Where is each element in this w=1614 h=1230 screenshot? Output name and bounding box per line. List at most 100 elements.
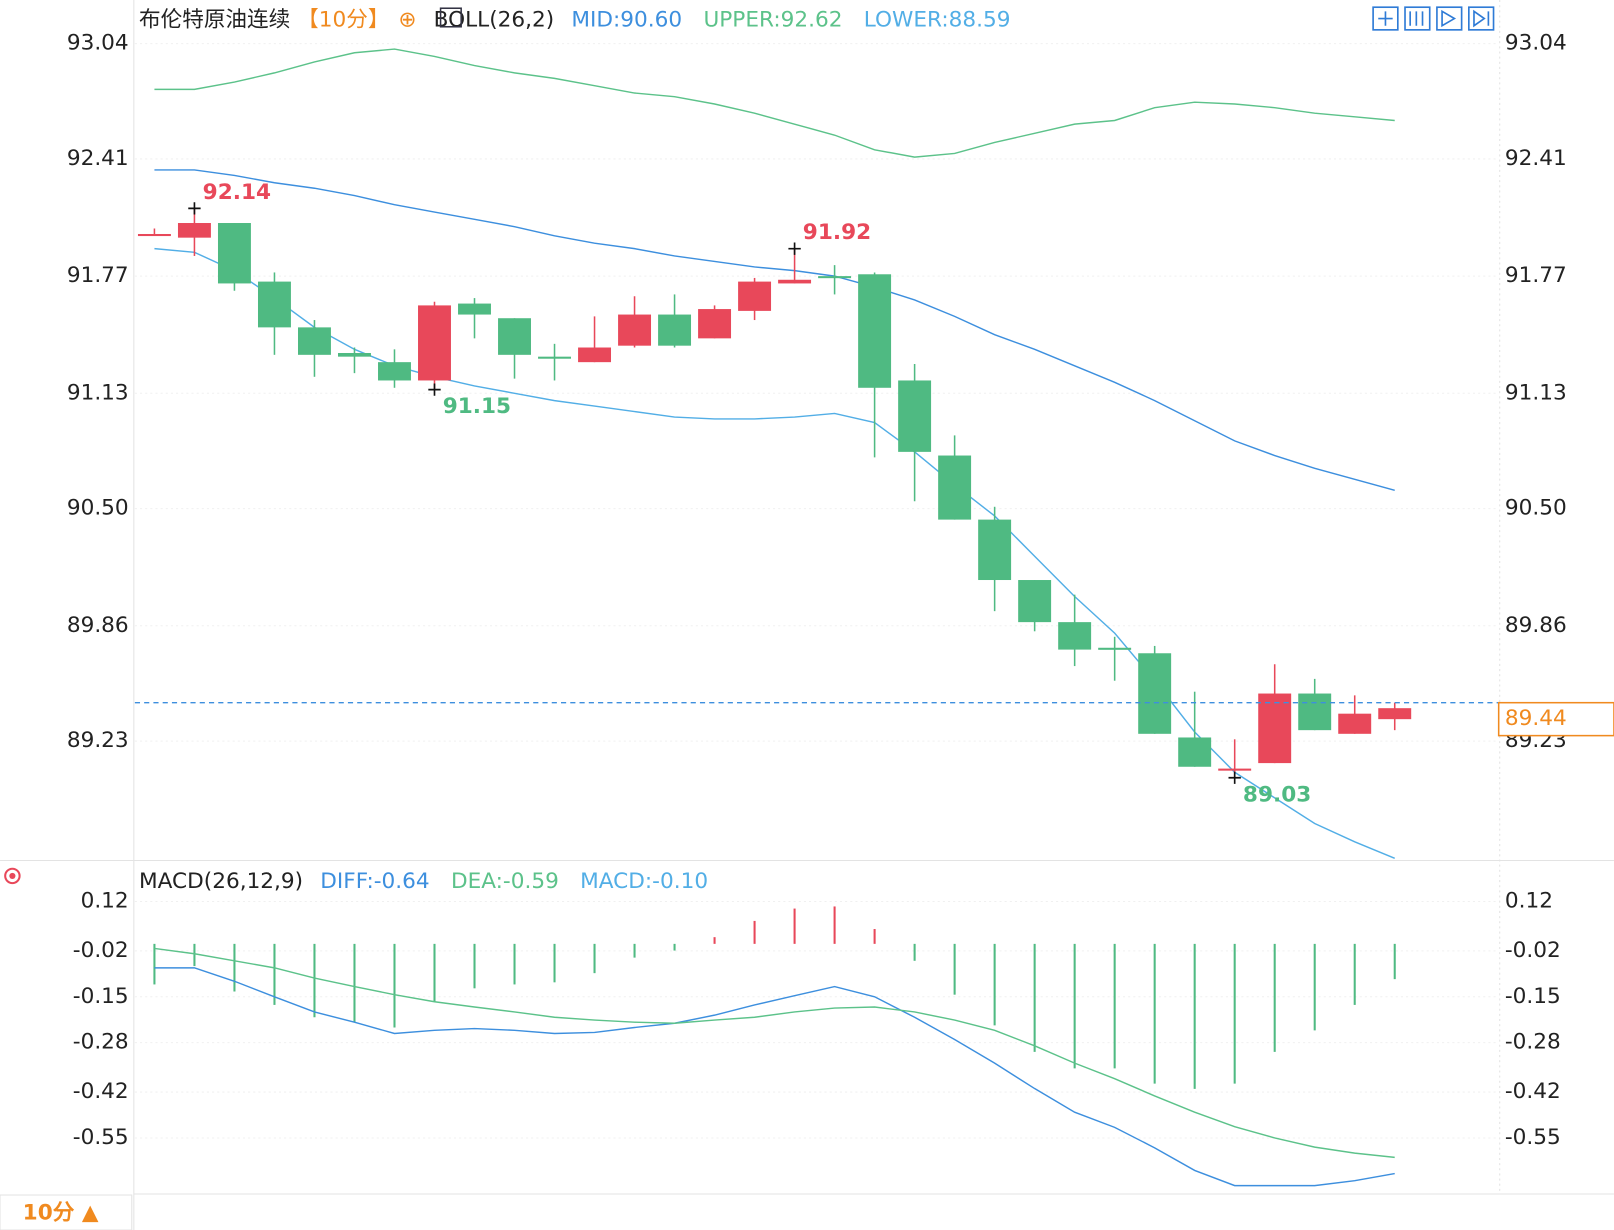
extreme-label: 89.03 — [1243, 782, 1311, 807]
candle-body — [738, 281, 772, 311]
candle-body — [217, 223, 251, 284]
line-series — [154, 169, 1395, 492]
y-tick-label-right: 93.04 — [1505, 31, 1567, 56]
candle-body — [257, 281, 291, 328]
toolbar — [1372, 6, 1495, 31]
candle-body — [1298, 693, 1332, 731]
y-tick-label: 0.12 — [81, 889, 129, 914]
candle-body — [498, 318, 531, 355]
y-tick-label-right: 90.50 — [1505, 496, 1567, 521]
indicator-icon[interactable] — [439, 7, 462, 28]
line-series — [154, 947, 1395, 1159]
macd-legend: MACD(26,12,9) DIFF:-0.64 DEA:-0.59 MACD:… — [139, 869, 708, 894]
y-tick-label-right: -0.02 — [1505, 938, 1561, 963]
period: 【10分】 — [297, 8, 389, 33]
y-tick-label: 91.13 — [67, 380, 129, 405]
period-button[interactable]: 10分 ▲ — [23, 1201, 99, 1226]
tool-glyphs — [1378, 9, 1490, 28]
candle-body — [818, 276, 852, 279]
candle-body — [618, 314, 652, 346]
candle-body — [378, 362, 411, 381]
line-series — [154, 967, 1395, 1187]
macd-title: MACD(26,12,9) — [139, 869, 303, 894]
settings-ring — [4, 867, 21, 885]
y-tick-label-right: -0.55 — [1505, 1125, 1561, 1150]
line-series — [154, 48, 1395, 158]
y-tick-label: -0.28 — [73, 1030, 129, 1055]
candle-body — [1178, 737, 1212, 767]
candle-body — [1338, 713, 1372, 734]
candle-body — [978, 519, 1012, 581]
candle-body — [298, 327, 331, 355]
extreme-label: 91.15 — [443, 394, 511, 419]
candle-body — [778, 279, 812, 284]
y-tick-label-right: 89.86 — [1505, 613, 1567, 638]
tool-end[interactable] — [1468, 6, 1495, 31]
y-tick-label: -0.42 — [73, 1079, 129, 1104]
y-tick-label: 93.04 — [67, 31, 129, 56]
y-tick-label: 89.86 — [67, 613, 129, 638]
legend-mid: MID:90.60 — [571, 8, 682, 33]
settings-icon[interactable] — [4, 867, 21, 885]
candle-body — [177, 223, 211, 238]
extreme-label: 91.92 — [803, 220, 871, 245]
candle-body — [1018, 580, 1052, 623]
candle-body — [938, 455, 972, 520]
title: 布伦特原油连续 — [139, 8, 290, 33]
indicator: BOLL(26,2) — [434, 8, 555, 33]
y-tick-label: 89.23 — [67, 728, 129, 753]
y-tick-label-right: 0.12 — [1505, 889, 1553, 914]
y-tick-label: -0.02 — [73, 938, 129, 963]
candle-body — [658, 314, 692, 346]
y-tick-label-right: -0.42 — [1505, 1079, 1561, 1104]
y-tick-label: -0.55 — [73, 1125, 129, 1150]
y-tick-label-right: 92.41 — [1505, 146, 1567, 171]
candle-body — [538, 356, 571, 359]
tool-zoom[interactable] — [1404, 6, 1431, 31]
settings-dot — [9, 872, 16, 880]
extreme-marker — [1228, 771, 1241, 784]
candle-body — [1058, 622, 1092, 650]
period-icon: ⊕ — [398, 8, 416, 33]
candle-body — [338, 353, 371, 357]
candle-body — [418, 305, 451, 381]
candle-body — [898, 380, 932, 452]
y-tick-label: -0.15 — [73, 984, 129, 1009]
y-tick-label: 92.41 — [67, 146, 129, 171]
candle-body — [137, 233, 171, 237]
extreme-marker — [188, 202, 201, 215]
legend-upper: UPPER:92.62 — [703, 8, 842, 33]
candle-body — [1138, 653, 1172, 734]
y-tick-label: 91.77 — [67, 263, 129, 288]
candle-body — [1218, 768, 1252, 771]
legend-lower: LOWER:88.59 — [864, 8, 1011, 33]
legend-macd: MACD:-0.10 — [580, 869, 708, 894]
period-button-box[interactable] — [0, 1194, 133, 1230]
last-price-box — [1497, 701, 1614, 737]
legend-dea: DEA:-0.59 — [451, 869, 559, 894]
candle-body — [698, 309, 732, 339]
candle-body — [578, 347, 612, 363]
tool-play[interactable] — [1436, 6, 1463, 31]
candle-body — [1378, 708, 1412, 720]
legend-diff: DIFF:-0.64 — [320, 869, 429, 894]
extreme-label: 92.14 — [203, 180, 271, 205]
candle-body — [458, 303, 491, 315]
y-tick-label-right: 91.13 — [1505, 380, 1567, 405]
line-series — [154, 247, 1395, 859]
candle-body — [858, 274, 892, 388]
extreme-marker — [788, 242, 801, 255]
extreme-marker — [428, 383, 441, 396]
candle-body — [1258, 693, 1292, 764]
y-tick-label: 90.50 — [67, 496, 129, 521]
candle-body — [1098, 647, 1132, 650]
y-tick-label-right: 91.77 — [1505, 263, 1567, 288]
last-price-label: 89.44 — [1505, 706, 1567, 731]
y-tick-label-right: -0.28 — [1505, 1030, 1561, 1055]
y-tick-label-right: -0.15 — [1505, 984, 1561, 1009]
main-legend: 布伦特原油连续 【10分】 ⊕ BOLL(26,2) MID:90.60 UPP… — [139, 8, 1011, 33]
tool-crosshair[interactable] — [1372, 6, 1399, 31]
